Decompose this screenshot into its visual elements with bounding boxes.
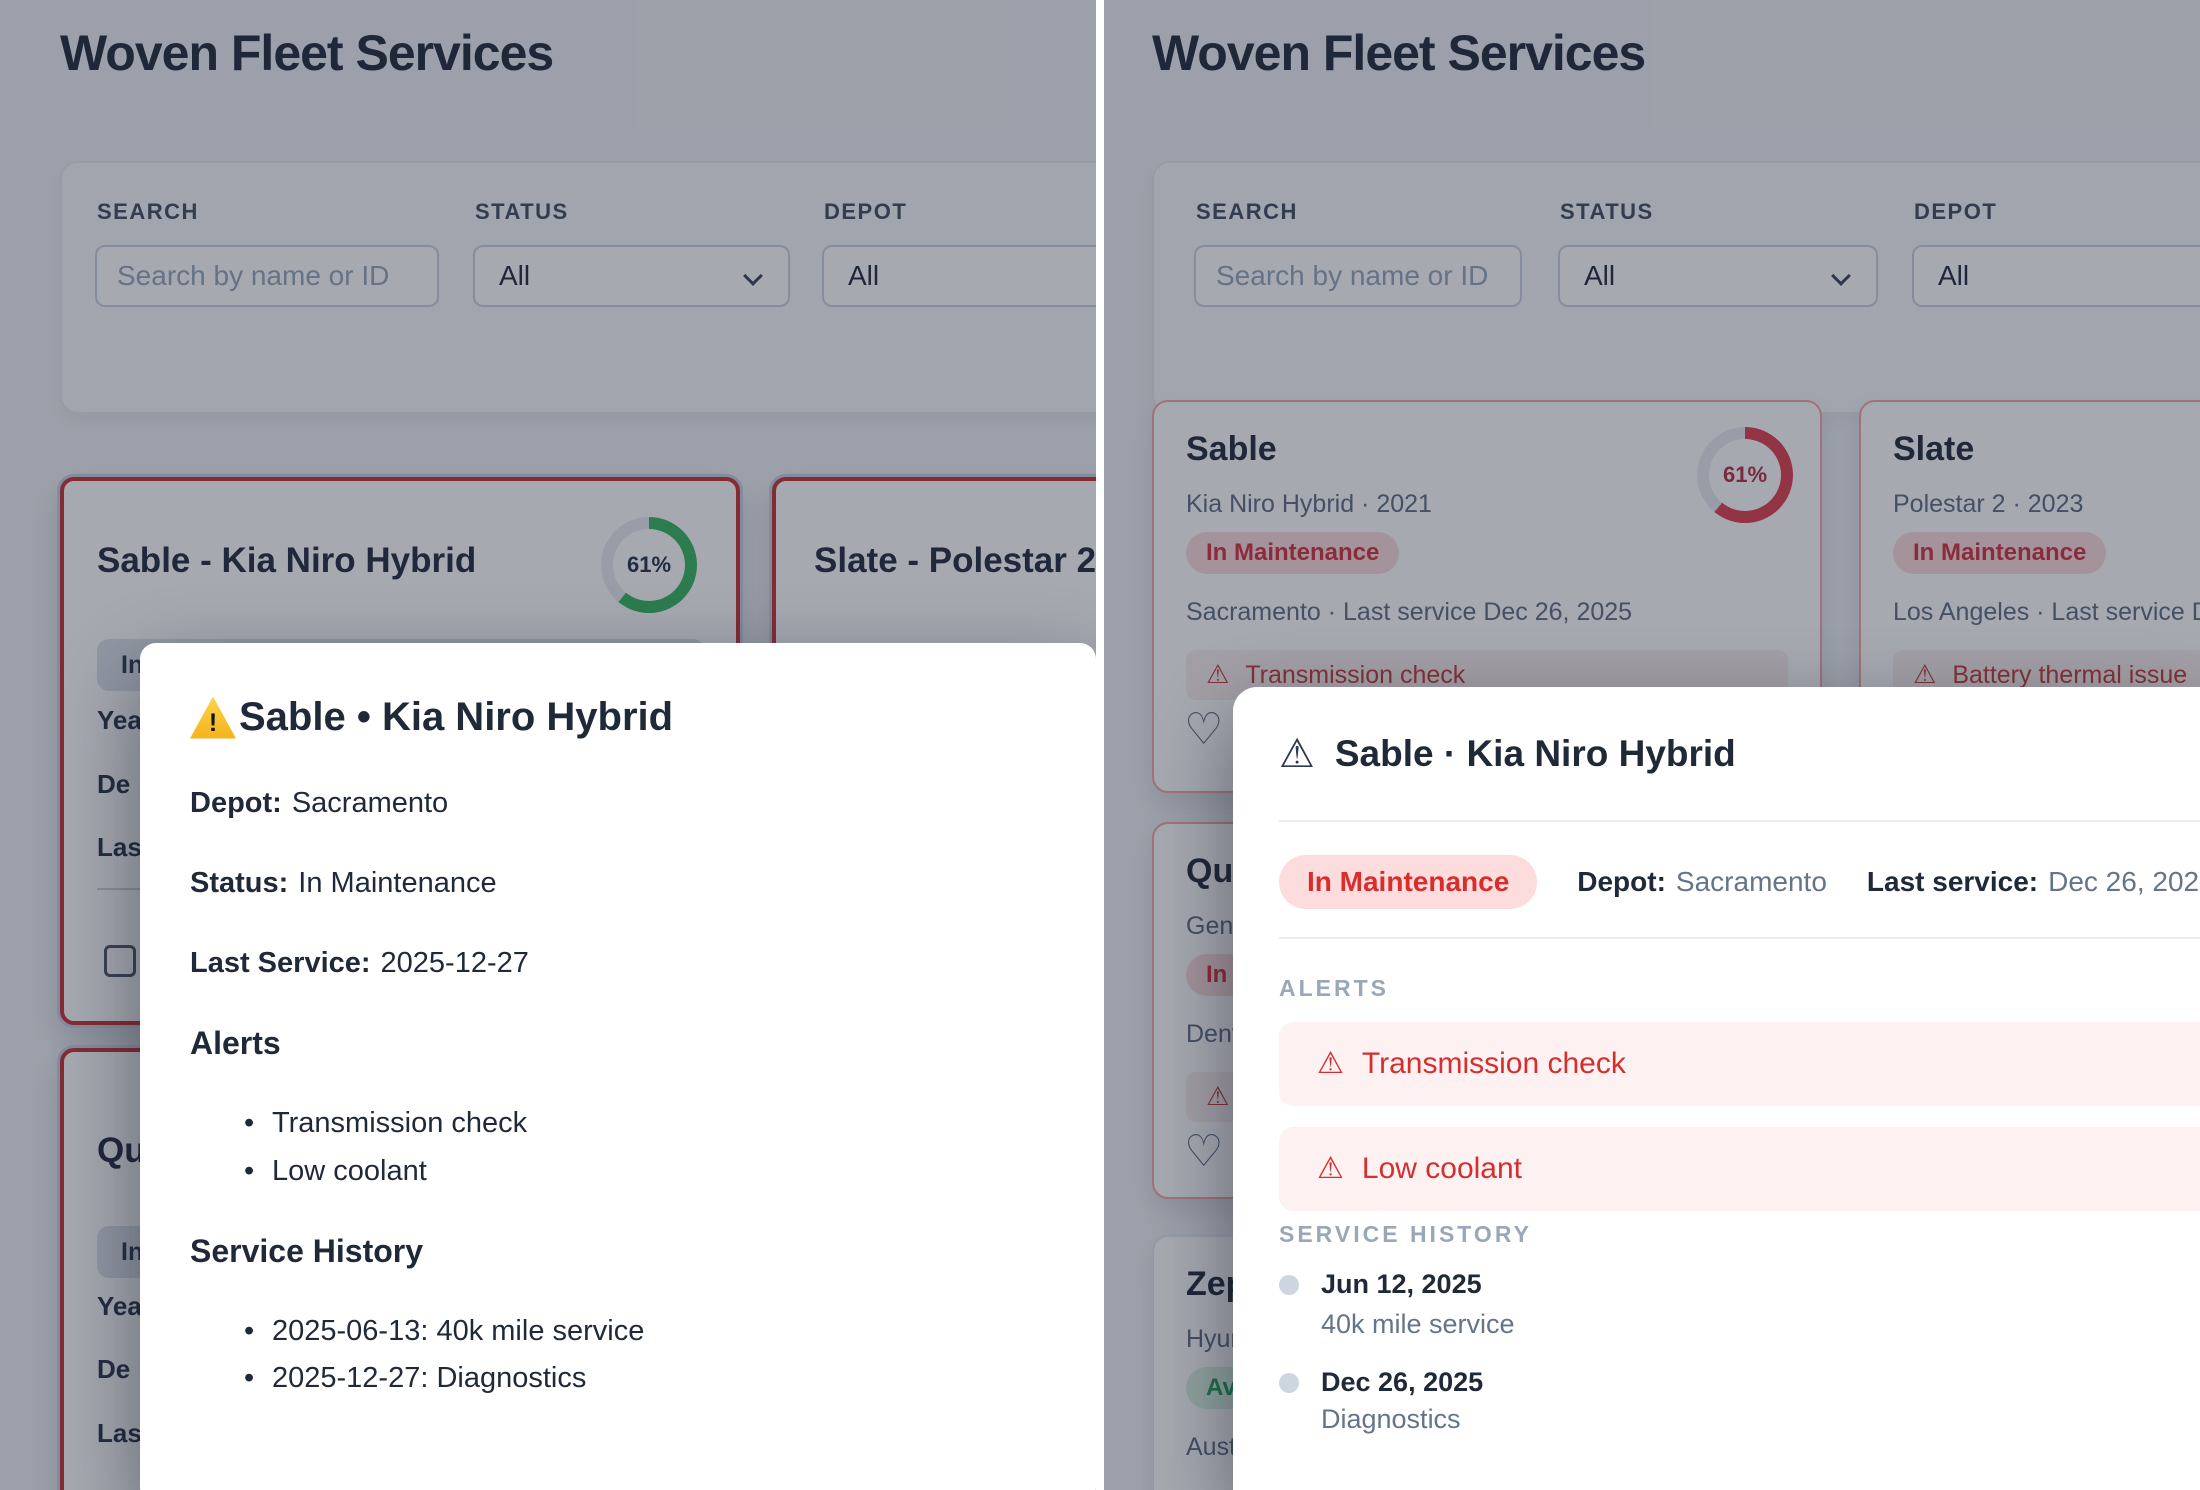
health-ring: 61% <box>1697 427 1793 523</box>
search-filter-group: SEARCH <box>1194 199 1522 307</box>
year-field: Yea <box>97 705 142 735</box>
favorite-button[interactable]: ♡ <box>1184 704 1224 755</box>
compare-checkbox[interactable] <box>104 945 136 977</box>
history-item: 2025-06-13: 40k mile service <box>244 1315 644 1348</box>
alerts-heading: Alerts <box>190 1025 281 1061</box>
depot-kv: Depot: Sacramento <box>1577 866 1827 897</box>
modal-title: Sable • Kia Niro Hybrid <box>239 695 674 739</box>
favorite-button[interactable]: ♡ <box>1184 1126 1224 1177</box>
vehicle-detail-modal: ! Sable • Kia Niro Hybrid Depot: Sacramen… <box>140 643 1096 1490</box>
modal-title-row: ! Sable • Kia Niro Hybrid <box>190 695 673 740</box>
last-service-line: Last Service: 2025-12-27 <box>190 947 529 979</box>
status-label: STATUS <box>475 199 569 224</box>
page-title: Woven Fleet Services <box>1152 25 1646 81</box>
health-percent: 61% <box>1722 462 1768 487</box>
health-ring: 61% <box>601 517 697 613</box>
depot-select-value: All <box>848 260 880 291</box>
card-title: Slate <box>1893 430 1975 468</box>
depot-filter-group: DEPOT All <box>822 199 1096 307</box>
warning-icon: ⚠ <box>1206 660 1230 690</box>
warning-icon: ⚠ <box>1317 1151 1344 1186</box>
timeline-dot-icon <box>1279 1275 1299 1295</box>
modal-meta-row: In Maintenance Depot: Sacramento Last ser… <box>1279 855 2200 909</box>
alert-row: ⚠ Low coolant <box>1279 1127 2200 1211</box>
modal-divider <box>1279 820 2200 822</box>
status-line: Status: In Maintenance <box>190 867 497 899</box>
search-input[interactable] <box>1194 245 1522 307</box>
card-title: Sable - Kia Niro Hybrid <box>97 541 477 580</box>
modal-divider <box>1279 937 2200 939</box>
card-meta: Austi <box>1186 1433 1242 1461</box>
depot-filter-group: DEPOT All <box>1912 199 2200 307</box>
history-date: Jun 12, 2025 <box>1321 1269 1482 1299</box>
left-version-pane: Woven Fleet Services SEARCH STATUS All D… <box>0 0 1096 1490</box>
last-service-field: Las <box>97 1418 142 1448</box>
depot-field: De <box>97 769 131 799</box>
status-select[interactable]: All <box>473 245 790 307</box>
status-select[interactable]: All <box>1558 245 1878 307</box>
card-title: Slate - Polestar 2 <box>814 541 1096 580</box>
warning-icon: ⚠ <box>1279 731 1315 777</box>
depot-label: DEPOT <box>824 199 908 224</box>
card-meta: Los Angeles · Last service De <box>1893 598 2200 626</box>
alerts-section-label: ALERTS <box>1279 975 1389 1001</box>
depot-field: De <box>97 1354 131 1384</box>
search-input[interactable] <box>95 245 439 307</box>
health-percent: 61% <box>626 552 672 577</box>
status-badge: In Maintenance <box>1186 532 1400 574</box>
search-filter-group: SEARCH <box>95 199 439 307</box>
status-select-value: All <box>1584 260 1616 291</box>
modal-title: Sable · Kia Niro Hybrid <box>1334 733 1736 774</box>
depot-line: Depot: Sacramento <box>190 787 449 819</box>
history-desc: Diagnostics <box>1321 1404 1461 1434</box>
card-subtitle: Polestar 2 · 2023 <box>1893 490 2084 518</box>
vehicle-detail-modal: ⚠ Sable · Kia Niro Hybrid In Maintenance… <box>1233 687 2200 1490</box>
filter-panel: SEARCH STATUS All DEPOT All <box>60 161 1096 414</box>
alert-row: ⚠ Transmission check <box>1279 1022 2200 1106</box>
status-filter-group: STATUS All <box>473 199 790 307</box>
right-version-pane: Woven Fleet Services SEARCH STATUS All D… <box>1104 0 2200 1490</box>
pane-divider <box>1096 0 1104 1490</box>
status-badge: In Maintenance <box>1893 532 2107 574</box>
history-date: Dec 26, 2025 <box>1321 1367 1484 1397</box>
status-filter-group: STATUS All <box>1558 199 1878 307</box>
history-desc: 40k mile service <box>1321 1309 1515 1339</box>
card-title: Qu <box>97 1131 146 1170</box>
search-label: SEARCH <box>97 199 199 224</box>
alert-item: Transmission check <box>244 1107 527 1140</box>
filter-panel: SEARCH STATUS All DEPOT All <box>1152 161 2200 414</box>
warning-icon: ⚠ <box>1317 1046 1344 1081</box>
history-item: 2025-12-27: Diagnostics <box>244 1362 586 1395</box>
card-meta: Sacramento · Last service Dec 26, 2025 <box>1186 598 1633 626</box>
warning-icon: ⚠ <box>1913 660 1937 690</box>
card-title: Sable <box>1186 430 1277 468</box>
year-field: Yea <box>97 1291 142 1321</box>
depot-select[interactable]: All <box>822 245 1096 307</box>
card-subtitle: Kia Niro Hybrid · 2021 <box>1186 490 1432 518</box>
timeline-dot-icon <box>1279 1373 1299 1393</box>
service-history-heading: Service History <box>190 1233 424 1269</box>
warning-icon: ⚠ <box>1206 1082 1230 1112</box>
last-service-field: Las <box>97 832 142 862</box>
page-title: Woven Fleet Services <box>60 25 554 81</box>
status-select-value: All <box>499 260 531 291</box>
depot-label: DEPOT <box>1914 199 1998 224</box>
service-history-section-label: SERVICE HISTORY <box>1279 1221 1532 1247</box>
depot-select-value: All <box>1938 260 1970 291</box>
status-badge: In Maintenance <box>1279 855 1538 909</box>
warning-emoji-icon: ! <box>190 696 236 739</box>
last-service-kv: Last service: Dec 26, 2025 <box>1866 866 2200 897</box>
alert-item: Low coolant <box>244 1155 427 1188</box>
depot-select[interactable]: All <box>1912 245 2200 307</box>
modal-title-row: ⚠ Sable · Kia Niro Hybrid <box>1279 733 1736 775</box>
status-label: STATUS <box>1560 199 1654 224</box>
search-label: SEARCH <box>1196 199 1298 224</box>
